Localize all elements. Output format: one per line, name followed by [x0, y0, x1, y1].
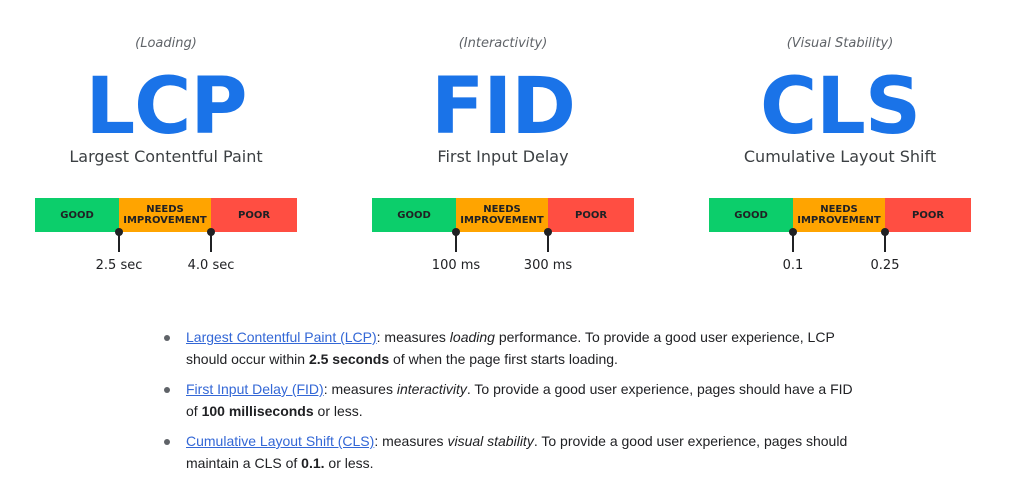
- segment-needs-improvement: NEEDS IMPROVEMENT: [456, 198, 548, 232]
- segment-needs-improvement: NEEDS IMPROVEMENT: [119, 198, 211, 232]
- note-text: : measures: [376, 329, 450, 345]
- note-strong: 0.1.: [301, 455, 325, 471]
- threshold-tick-1: [452, 228, 460, 252]
- threshold-tick-1: [789, 228, 797, 252]
- metric-category: (Interactivity): [458, 36, 548, 51]
- threshold-tick-1: [115, 228, 123, 252]
- threshold-label-2: 4.0 sec: [187, 258, 235, 273]
- cls-link[interactable]: Cumulative Layout Shift (CLS): [186, 433, 375, 449]
- note-emphasis: loading: [449, 329, 495, 345]
- segment-good: GOOD: [372, 198, 456, 232]
- segment-poor: POOR: [548, 198, 634, 232]
- threshold-tick-2: [207, 228, 215, 252]
- list-item: Cumulative Layout Shift (CLS): measures …: [164, 430, 860, 474]
- threshold-bar: GOOD NEEDS IMPROVEMENT POOR: [372, 198, 634, 232]
- threshold-bar: GOOD NEEDS IMPROVEMENT POOR: [709, 198, 971, 232]
- note-text: : measures: [323, 381, 397, 397]
- segment-poor: POOR: [885, 198, 971, 232]
- segment-good: GOOD: [35, 198, 119, 232]
- segment-needs-improvement: NEEDS IMPROVEMENT: [793, 198, 885, 232]
- threshold-bar: GOOD NEEDS IMPROVEMENT POOR: [35, 198, 297, 232]
- metric-fid: (Interactivity) FID First Input Delay GO…: [372, 0, 634, 290]
- metric-full-name: Largest Contentful Paint: [69, 147, 263, 166]
- note-emphasis: visual stability: [447, 433, 534, 449]
- threshold-label-1: 100 ms: [431, 258, 481, 273]
- note-strong: 100 milliseconds: [201, 403, 314, 419]
- metric-full-name: Cumulative Layout Shift: [743, 147, 937, 166]
- list-item: First Input Delay (FID): measures intera…: [164, 378, 860, 422]
- note-text: or less.: [324, 455, 374, 471]
- fid-link[interactable]: First Input Delay (FID): [186, 381, 324, 397]
- note-text: of when the page first starts loading.: [389, 351, 618, 367]
- note-text: or less.: [313, 403, 363, 419]
- metric-category: (Loading): [135, 36, 197, 51]
- note-emphasis: interactivity: [396, 381, 467, 397]
- metric-full-name: First Input Delay: [437, 147, 569, 166]
- threshold-label-2: 0.25: [870, 258, 900, 273]
- note-text: . To provide a good user experience, pag…: [186, 381, 853, 419]
- note-text: . To provide a good user experience, pag…: [186, 433, 848, 471]
- metric-notes-list: Largest Contentful Paint (LCP): measures…: [164, 326, 860, 482]
- metric-cls: (Visual Stability) CLS Cumulative Layout…: [709, 0, 971, 290]
- threshold-label-1: 2.5 sec: [95, 258, 143, 273]
- metric-abbreviation: CLS: [759, 62, 921, 152]
- note-text: : measures: [374, 433, 448, 449]
- metric-abbreviation: FID: [430, 62, 576, 152]
- segment-poor: POOR: [211, 198, 297, 232]
- lcp-link[interactable]: Largest Contentful Paint (LCP): [186, 329, 377, 345]
- segment-good: GOOD: [709, 198, 793, 232]
- note-text: performance. To provide a good user expe…: [186, 329, 835, 367]
- threshold-label-2: 300 ms: [523, 258, 573, 273]
- metric-abbreviation: LCP: [85, 62, 247, 152]
- metric-lcp: (Loading) LCP Largest Contentful Paint G…: [35, 0, 297, 290]
- metric-category: (Visual Stability): [786, 36, 894, 51]
- threshold-tick-2: [881, 228, 889, 252]
- note-strong: 2.5 seconds: [308, 351, 390, 367]
- threshold-label-1: 0.1: [782, 258, 804, 273]
- list-item: Largest Contentful Paint (LCP): measures…: [164, 326, 860, 370]
- threshold-tick-2: [544, 228, 552, 252]
